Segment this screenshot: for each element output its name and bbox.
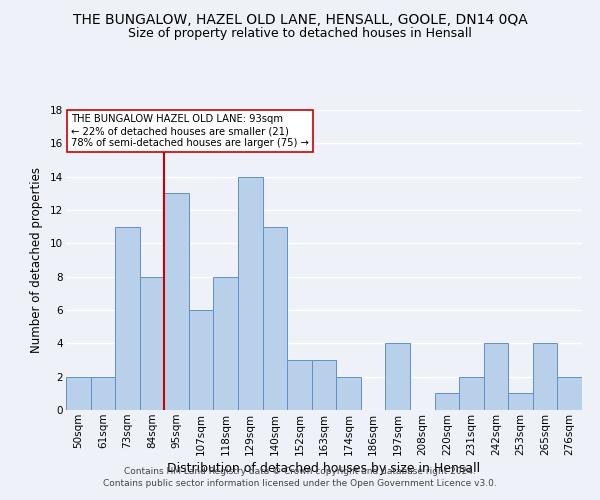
Bar [459, 376, 484, 410]
Text: THE BUNGALOW, HAZEL OLD LANE, HENSALL, GOOLE, DN14 0QA: THE BUNGALOW, HAZEL OLD LANE, HENSALL, G… [73, 12, 527, 26]
Bar [484, 344, 508, 410]
Bar [533, 344, 557, 410]
Bar [434, 394, 459, 410]
X-axis label: Distribution of detached houses by size in Hensall: Distribution of detached houses by size … [167, 462, 481, 475]
Bar [66, 376, 91, 410]
Bar [115, 226, 140, 410]
Bar [557, 376, 582, 410]
Bar [336, 376, 361, 410]
Bar [238, 176, 263, 410]
Text: THE BUNGALOW HAZEL OLD LANE: 93sqm
← 22% of detached houses are smaller (21)
78%: THE BUNGALOW HAZEL OLD LANE: 93sqm ← 22%… [71, 114, 309, 148]
Text: Contains HM Land Registry data © Crown copyright and database right 2024.
Contai: Contains HM Land Registry data © Crown c… [103, 466, 497, 487]
Bar [164, 194, 189, 410]
Bar [287, 360, 312, 410]
Bar [508, 394, 533, 410]
Bar [385, 344, 410, 410]
Text: Size of property relative to detached houses in Hensall: Size of property relative to detached ho… [128, 28, 472, 40]
Bar [140, 276, 164, 410]
Bar [189, 310, 214, 410]
Bar [91, 376, 115, 410]
Bar [214, 276, 238, 410]
Bar [312, 360, 336, 410]
Bar [263, 226, 287, 410]
Y-axis label: Number of detached properties: Number of detached properties [30, 167, 43, 353]
